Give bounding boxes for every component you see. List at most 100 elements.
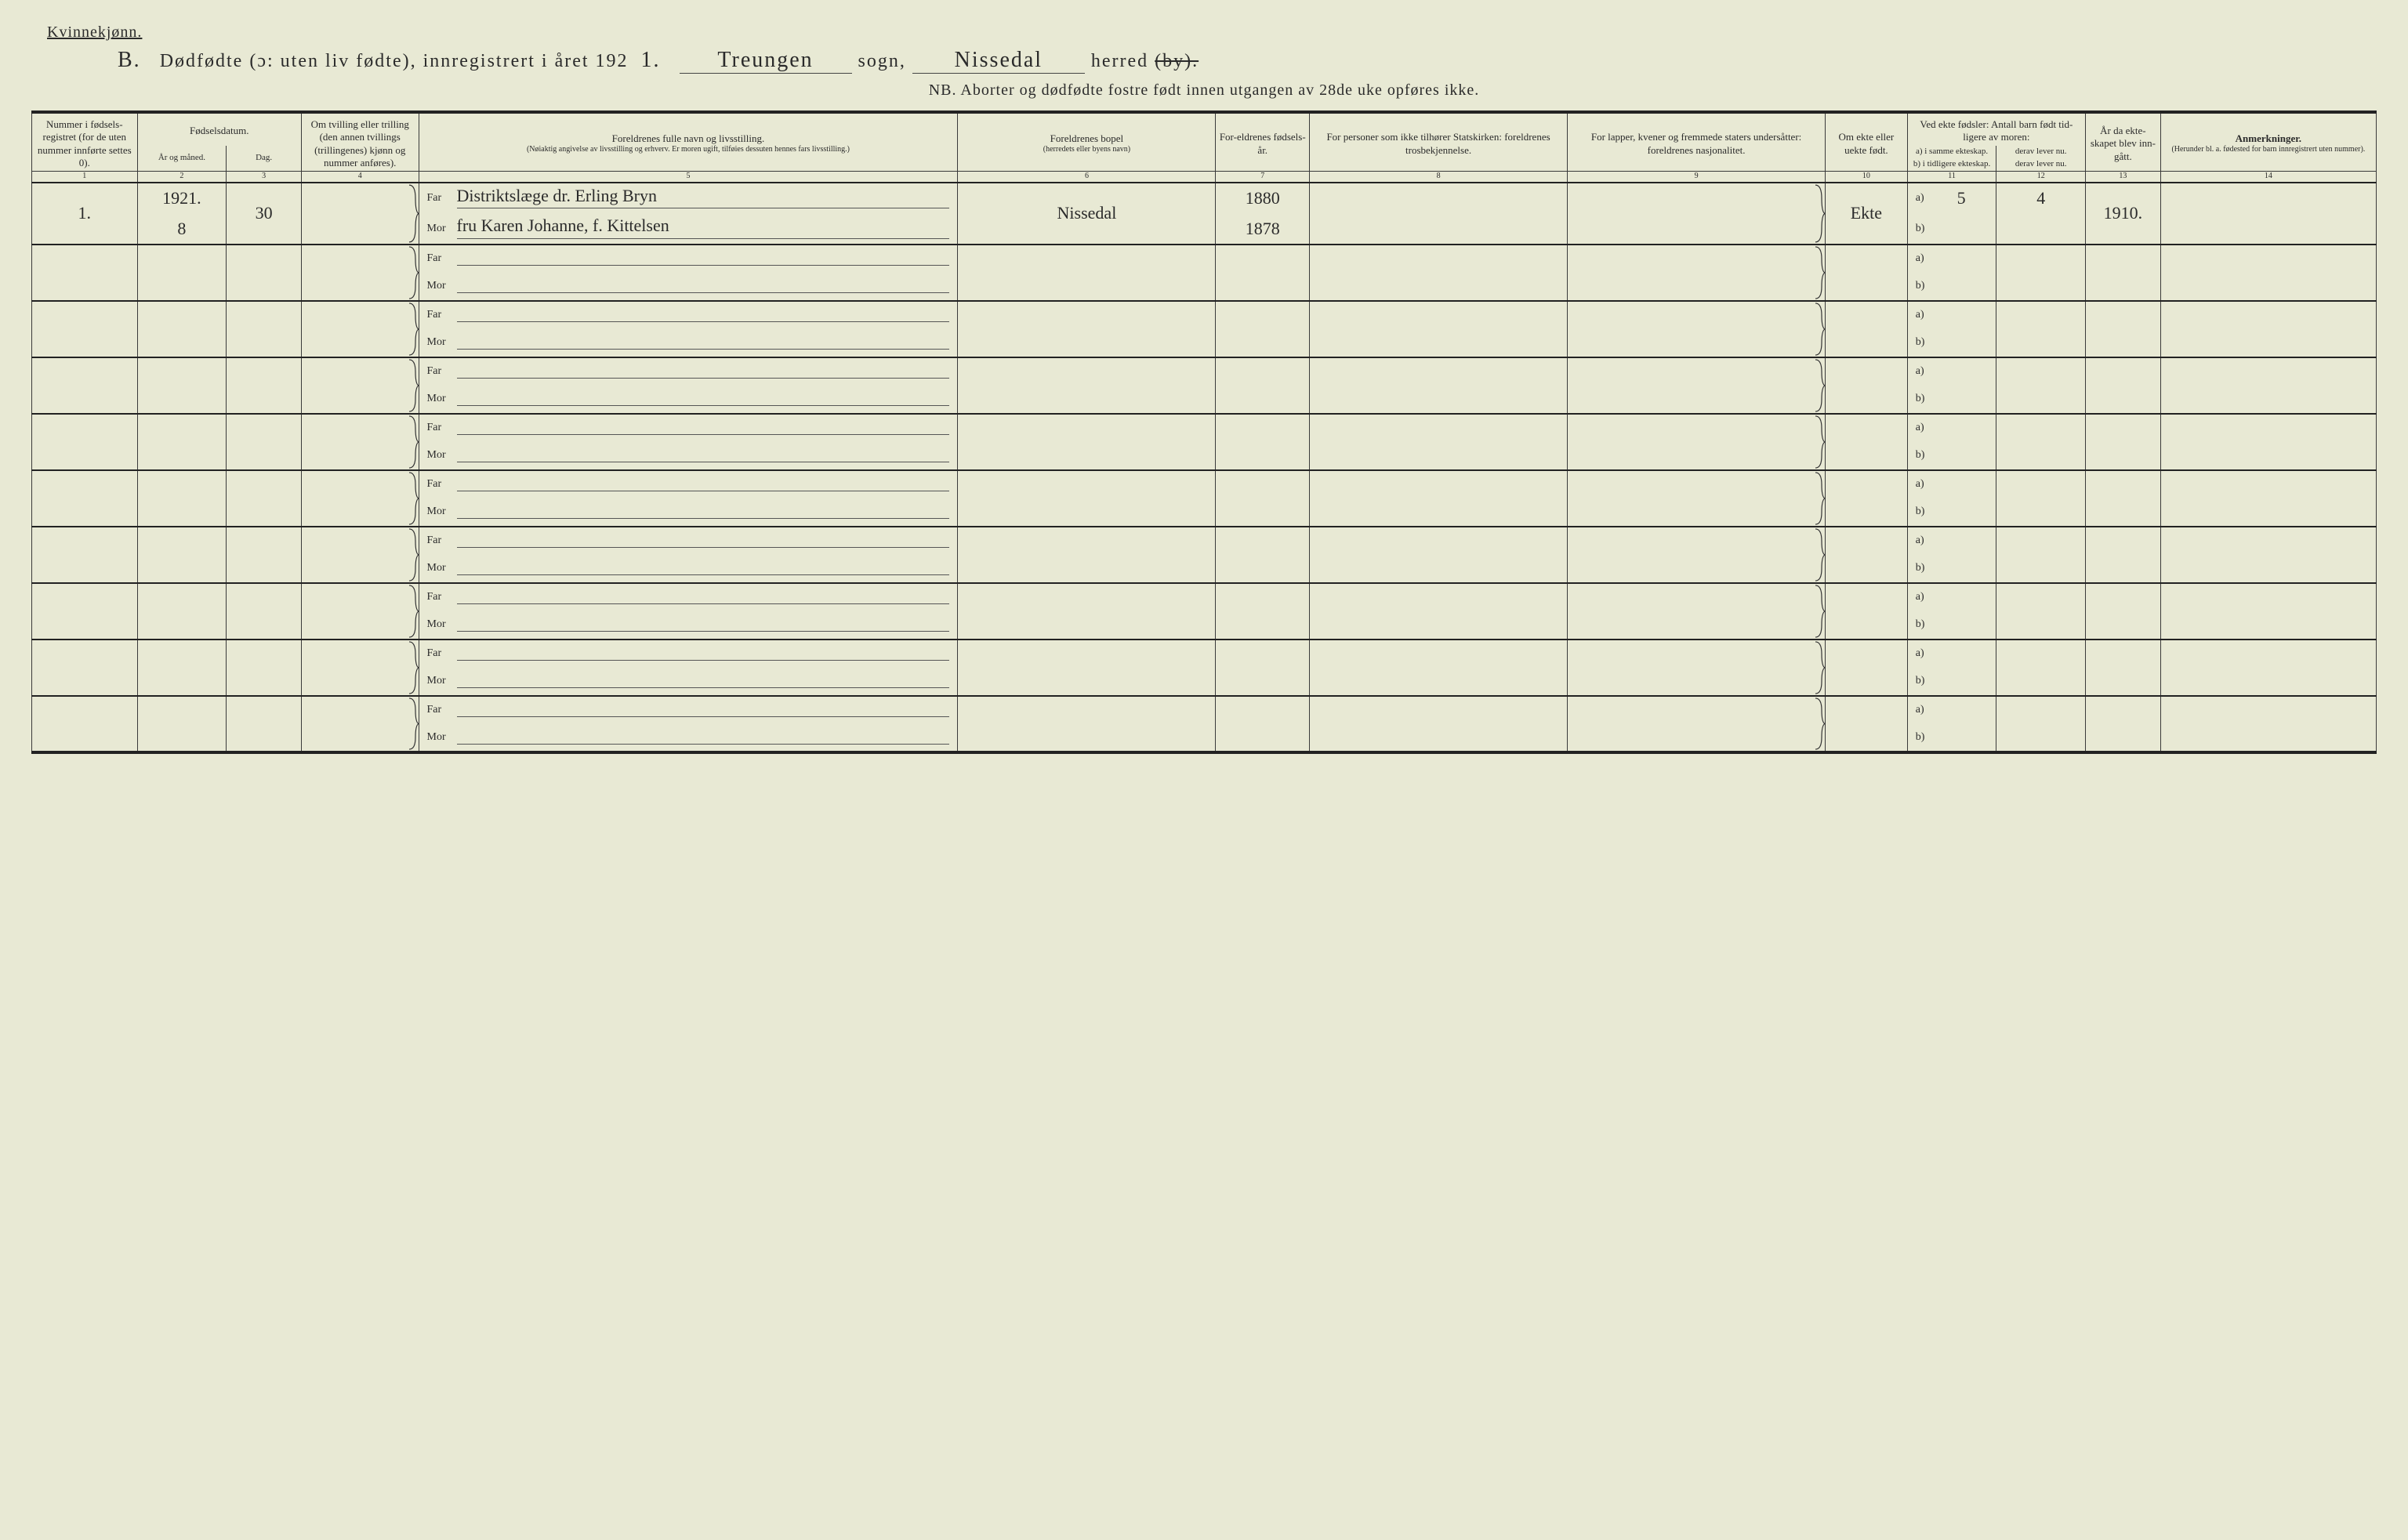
colnum: 3 (227, 172, 302, 183)
ekte (1826, 640, 1908, 696)
row-number (32, 357, 138, 414)
gender-label: Kvinnekjønn. (47, 24, 142, 42)
a-samme: a) (1907, 527, 1996, 555)
title-row: B. Dødfødte (ɔ: uten liv fødte), innregi… (31, 45, 2377, 77)
twin-cell (301, 696, 419, 752)
parent-mor: Morfru Karen Johanne, f. Kittelsen (419, 213, 958, 245)
year-month-bot (137, 724, 227, 752)
b-lever (1996, 611, 2086, 640)
col-12a-head: derav lever nu. (1996, 146, 2086, 159)
a-samme: a)5 (1907, 183, 1996, 214)
day (227, 245, 302, 301)
nationality (1568, 640, 1826, 696)
religion (1310, 640, 1568, 696)
anmerkninger (2160, 357, 2376, 414)
year-month-top (137, 696, 227, 724)
a-samme: a) (1907, 640, 1996, 668)
year-month-top: 1921. (137, 183, 227, 214)
day (227, 583, 302, 640)
twin-cell (301, 470, 419, 527)
header-topline: Kvinnekjønn. (31, 24, 2377, 42)
row-number (32, 301, 138, 357)
parent-far: Far (419, 527, 958, 555)
a-samme: a) (1907, 470, 1996, 498)
year-month-bot (137, 668, 227, 696)
far-year: 1880 (1216, 183, 1310, 214)
religion (1310, 245, 1568, 301)
row-number (32, 640, 138, 696)
b-tidl: b) (1907, 555, 1996, 583)
bopel (958, 470, 1216, 527)
a-lever (1996, 470, 2086, 498)
b-lever (1996, 273, 2086, 301)
colnum: 11 (1907, 172, 1996, 183)
day: 30 (227, 183, 302, 245)
table-row: Far a) (32, 696, 2377, 724)
col-11b-head: b) i tidligere ekteskap. (1907, 158, 1996, 171)
a-lever (1996, 301, 2086, 329)
year-month-bot (137, 555, 227, 583)
far-year (1216, 696, 1310, 724)
bopel (958, 357, 1216, 414)
table-row: Far a) (32, 470, 2377, 498)
nationality (1568, 527, 1826, 583)
nationality (1568, 183, 1826, 245)
a-lever (1996, 527, 2086, 555)
year-digit: 1. (635, 49, 667, 73)
religion (1310, 470, 1568, 527)
far-year (1216, 640, 1310, 668)
colnum: 13 (2086, 172, 2161, 183)
year-month-bot (137, 329, 227, 357)
mor-year (1216, 442, 1310, 470)
far-year (1216, 414, 1310, 442)
parent-far: Far (419, 583, 958, 611)
row-number: 1. (32, 183, 138, 245)
twin-cell (301, 245, 419, 301)
row-number (32, 527, 138, 583)
b-tidl: b) (1907, 329, 1996, 357)
b-lever (1996, 329, 2086, 357)
religion (1310, 696, 1568, 752)
day (227, 414, 302, 470)
nationality (1568, 583, 1826, 640)
anmerkninger (2160, 414, 2376, 470)
herred-fill: Nissedal (912, 49, 1085, 74)
year-married (2086, 357, 2161, 414)
col-3-head: Dag. (227, 146, 302, 172)
far-year (1216, 470, 1310, 498)
b-tidl: b) (1907, 668, 1996, 696)
b-tidl: b) (1907, 273, 1996, 301)
parent-mor: Mor (419, 386, 958, 414)
day (227, 301, 302, 357)
table-row: Far a) (32, 301, 2377, 329)
table-body: 1.1921.30 FarDistriktslæge dr. Erling Br… (32, 183, 2377, 752)
register-table: Nummer i fødsels-registret (for de uten … (31, 111, 2377, 754)
table-row: Far a) (32, 527, 2377, 555)
b-tidl: b) (1907, 724, 1996, 752)
table-row: Far a) (32, 357, 2377, 386)
twin-cell (301, 583, 419, 640)
bopel (958, 301, 1216, 357)
colnum: 14 (2160, 172, 2376, 183)
table-row: Far a) (32, 640, 2377, 668)
bopel (958, 640, 1216, 696)
twin-cell (301, 357, 419, 414)
twin-cell (301, 527, 419, 583)
colnum: 5 (419, 172, 958, 183)
b-lever (1996, 555, 2086, 583)
mor-year (1216, 724, 1310, 752)
year-married (2086, 583, 2161, 640)
a-samme: a) (1907, 583, 1996, 611)
anmerkninger (2160, 183, 2376, 245)
mor-year (1216, 329, 1310, 357)
nb-line: NB. Aborter og dødfødte fostre født inne… (31, 82, 2377, 100)
b-lever (1996, 668, 2086, 696)
anmerkninger (2160, 583, 2376, 640)
religion (1310, 527, 1568, 583)
year-married (2086, 301, 2161, 357)
year-married (2086, 640, 2161, 696)
ekte: Ekte (1826, 183, 1908, 245)
ekte (1826, 357, 1908, 414)
mor-year (1216, 386, 1310, 414)
col-14-head: Anmerkninger. (Herunder bl. a. fødested … (2160, 112, 2376, 172)
